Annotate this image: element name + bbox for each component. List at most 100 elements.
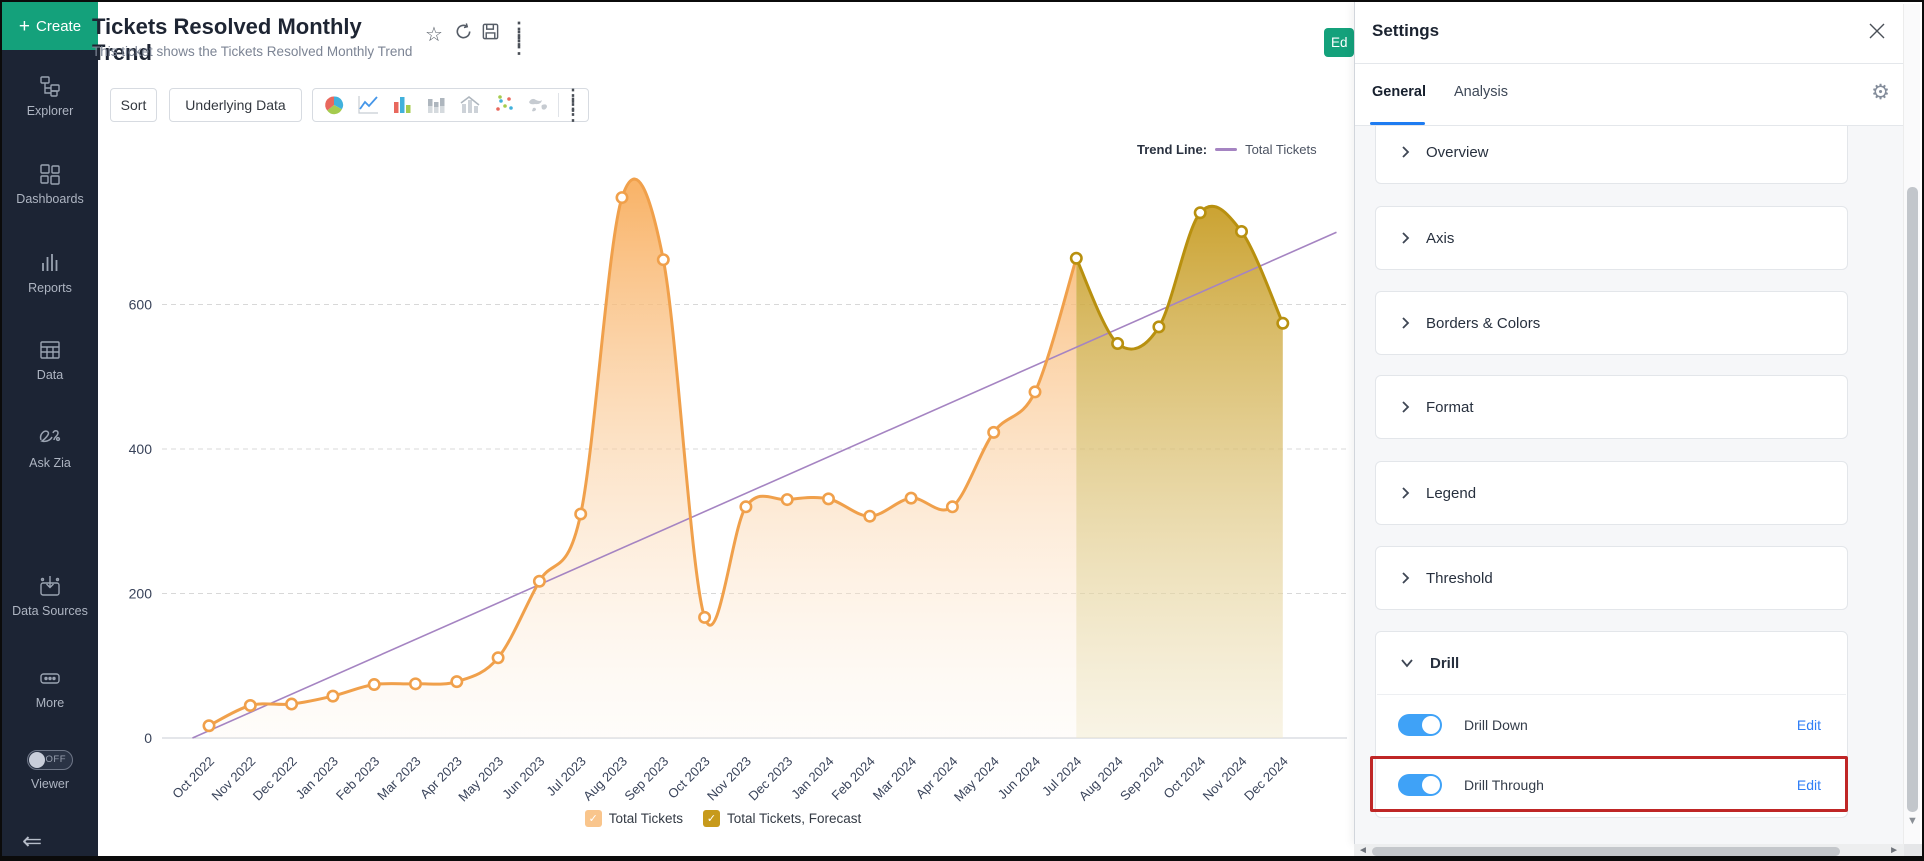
- drill-down-edit-link[interactable]: Edit: [1796, 717, 1821, 733]
- settings-header: Settings: [1355, 2, 1908, 64]
- svg-text:Jan 2023: Jan 2023: [293, 754, 341, 802]
- legend-item-total-tickets[interactable]: ✓ Total Tickets: [584, 810, 683, 827]
- horizontal-scrollbar-thumb[interactable]: [1372, 847, 1840, 856]
- chart-type-toolbar: ⋮ ⋮ ⋮: [312, 85, 589, 124]
- gear-icon[interactable]: ⚙: [1871, 81, 1890, 104]
- drill-down-row: Drill Down Edit: [1376, 695, 1847, 755]
- drill-section-header[interactable]: Drill: [1376, 632, 1847, 694]
- sidebar-item-reports[interactable]: Reports: [2, 251, 98, 297]
- bar-line-combo-icon[interactable]: [453, 91, 487, 119]
- sidebar-item-dashboards[interactable]: Dashboards: [2, 162, 98, 208]
- scroll-right-arrow-icon[interactable]: ►: [1889, 845, 1899, 856]
- svg-text:400: 400: [129, 441, 153, 457]
- pie-chart-icon[interactable]: [317, 91, 351, 119]
- section-legend[interactable]: Legend: [1375, 461, 1848, 525]
- toggle-knob: [1422, 716, 1440, 734]
- map-chart-icon[interactable]: [521, 91, 555, 119]
- chevron-right-icon: [1402, 146, 1410, 158]
- chevron-right-icon: [1402, 317, 1410, 329]
- sidebar-item-more[interactable]: More: [2, 666, 98, 712]
- section-label: Borders & Colors: [1426, 314, 1541, 332]
- legend-item-forecast[interactable]: ✓ Total Tickets, Forecast: [702, 810, 862, 827]
- drill-down-toggle[interactable]: [1398, 714, 1442, 736]
- line-chart-icon[interactable]: [351, 91, 385, 119]
- tab-analysis[interactable]: Analysis: [1454, 84, 1508, 100]
- svg-text:May 2024: May 2024: [951, 754, 1002, 805]
- ask-zia-icon: [37, 426, 63, 450]
- drill-through-row: Drill Through Edit: [1376, 755, 1847, 815]
- stacked-bar-chart-icon[interactable]: [419, 91, 453, 119]
- section-axis[interactable]: Axis: [1375, 206, 1848, 270]
- chevron-right-icon: [1402, 232, 1410, 244]
- settings-panel: Settings General Analysis ⚙ Overview Axi…: [1354, 2, 1908, 845]
- legend-label: Total Tickets, Forecast: [726, 811, 862, 826]
- svg-text:Mar 2024: Mar 2024: [870, 754, 919, 803]
- divider: [1377, 694, 1846, 695]
- sidebar-item-data-sources[interactable]: Data Sources: [2, 574, 98, 620]
- chevron-right-icon: [1402, 487, 1410, 499]
- underlying-data-button[interactable]: Underlying Data: [169, 88, 302, 122]
- sidebar-item-data[interactable]: Data: [2, 338, 98, 384]
- section-threshold[interactable]: Threshold: [1375, 546, 1848, 610]
- section-format[interactable]: Format: [1375, 375, 1848, 439]
- tab-general[interactable]: General: [1372, 84, 1426, 100]
- refresh-icon[interactable]: [454, 22, 473, 46]
- section-label: Threshold: [1426, 569, 1493, 587]
- section-label: Axis: [1426, 229, 1455, 247]
- svg-text:600: 600: [129, 297, 153, 313]
- scroll-down-arrow-icon[interactable]: ▼: [1907, 815, 1918, 827]
- viewer-toggle[interactable]: OFF: [27, 750, 73, 770]
- sidebar-item-explorer[interactable]: Explorer: [2, 74, 98, 120]
- sidebar-item-ask-zia[interactable]: Ask Zia: [2, 426, 98, 472]
- toggle-off-label: OFF: [45, 754, 66, 765]
- drill-through-edit-link[interactable]: Edit: [1796, 777, 1821, 793]
- sort-button[interactable]: Sort: [110, 88, 157, 122]
- create-button-label: Create: [36, 17, 82, 35]
- section-borders-colors[interactable]: Borders & Colors: [1375, 291, 1848, 355]
- sidebar-item-label: Explorer: [26, 104, 74, 118]
- scroll-left-arrow-icon[interactable]: ◄: [1358, 845, 1368, 856]
- svg-text:Dec 2024: Dec 2024: [1241, 754, 1291, 804]
- explorer-tree-icon: [38, 74, 62, 98]
- svg-text:Jan 2024: Jan 2024: [788, 754, 836, 802]
- kebab-menu-icon[interactable]: ⋮ ⋮ ⋮: [510, 19, 528, 57]
- toolbar-divider: [558, 93, 559, 117]
- chevron-down-icon: [1401, 659, 1413, 668]
- sidebar-item-label: Reports: [28, 281, 72, 295]
- section-overview[interactable]: Overview: [1375, 126, 1848, 184]
- svg-text:Jun 2024: Jun 2024: [995, 754, 1043, 802]
- close-icon[interactable]: [1866, 20, 1888, 47]
- edit-button-clipped[interactable]: Ed: [1324, 28, 1354, 57]
- vertical-scrollbar[interactable]: ▼: [1903, 4, 1920, 845]
- settings-tabbar: General Analysis ⚙: [1355, 64, 1908, 126]
- trend-line-swatch: [1215, 148, 1238, 151]
- vertical-scrollbar-thumb[interactable]: [1907, 187, 1918, 812]
- star-icon[interactable]: ☆: [425, 24, 443, 46]
- legend-label: Total Tickets: [608, 811, 683, 826]
- sidebar-item-label: Ask Zia: [29, 456, 71, 470]
- svg-text:Mar 2023: Mar 2023: [374, 754, 423, 803]
- settings-title: Settings: [1372, 21, 1440, 40]
- more-ellipsis-icon: [38, 666, 62, 690]
- scatter-chart-icon[interactable]: [487, 91, 521, 119]
- edit-button-label: Ed: [1331, 35, 1348, 50]
- underlying-data-button-label: Underlying Data: [185, 97, 286, 113]
- toggle-knob: [29, 752, 45, 768]
- main-area: Tickets Resolved Monthly Trend ☆ ⋮ ⋮ ⋮ Thi…: [92, 2, 1354, 856]
- create-button[interactable]: + Create: [2, 2, 98, 50]
- settings-content: Overview Axis Borders & Colors Format Le…: [1355, 126, 1908, 845]
- svg-text:May 2023: May 2023: [455, 754, 506, 805]
- sidebar-item-label: Data: [36, 368, 64, 382]
- collapse-sidebar-icon[interactable]: ⇐: [22, 828, 43, 855]
- section-label: Legend: [1426, 484, 1477, 502]
- bar-chart-icon[interactable]: [385, 91, 419, 119]
- save-icon[interactable]: [481, 22, 500, 46]
- chart-types-more-icon[interactable]: ⋮ ⋮ ⋮: [564, 85, 582, 124]
- legend-check-icon: ✓: [584, 810, 602, 827]
- drill-through-toggle[interactable]: [1398, 774, 1442, 796]
- sidebar-item-label: More: [35, 696, 65, 710]
- sort-button-label: Sort: [120, 97, 147, 113]
- horizontal-scrollbar[interactable]: ◄ ►: [1354, 844, 1904, 856]
